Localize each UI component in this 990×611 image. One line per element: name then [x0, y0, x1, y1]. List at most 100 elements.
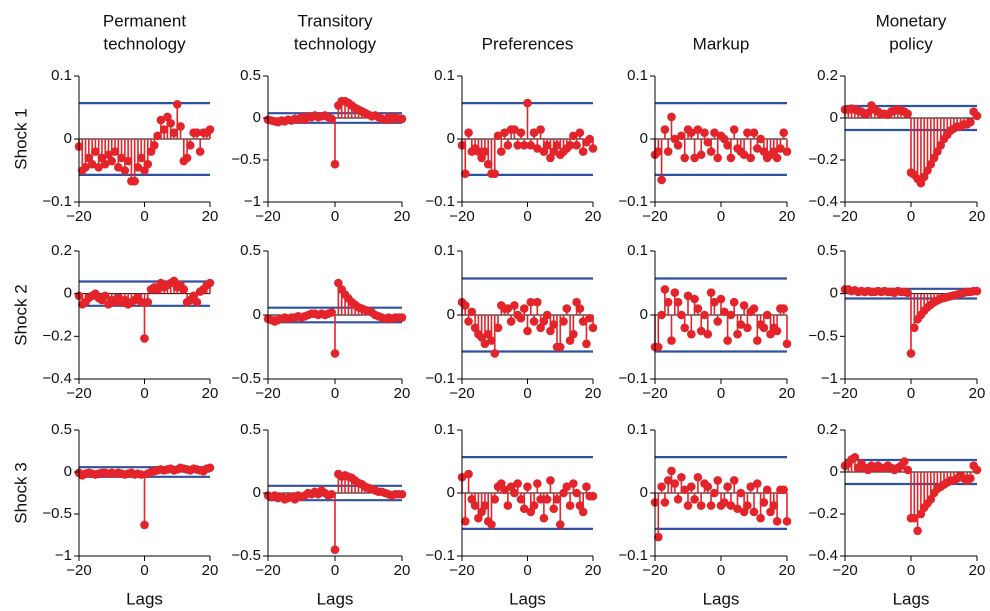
- stem-marker: [120, 166, 130, 175]
- stem-marker: [140, 520, 149, 530]
- x-tick-label: 0: [523, 562, 531, 579]
- stem-marker: [916, 509, 926, 519]
- stem-marker: [670, 134, 680, 144]
- stem-marker: [756, 134, 765, 144]
- stem-marker: [720, 134, 729, 144]
- stem-marker: [487, 520, 496, 529]
- stem-marker: [670, 288, 680, 297]
- stem-marker: [696, 326, 706, 336]
- stem-marker: [710, 128, 719, 137]
- stem-marker: [569, 329, 578, 339]
- y-tick-label: 0.2: [817, 67, 838, 84]
- x-tick-label: 0: [331, 562, 339, 579]
- stem-marker: [966, 117, 975, 127]
- stem-marker: [700, 128, 709, 137]
- y-tick-label: 0: [447, 130, 455, 147]
- stem-marker: [903, 288, 912, 298]
- stem-marker: [703, 137, 713, 147]
- stem-marker: [490, 349, 500, 358]
- stem-marker: [683, 291, 693, 301]
- stem-marker: [667, 466, 676, 476]
- y-tick-label: −1: [821, 370, 838, 387]
- stem-marker: [205, 278, 215, 288]
- stem-marker: [713, 317, 722, 326]
- y-tick-label: 0: [830, 463, 838, 480]
- y-tick-label: 0: [64, 130, 72, 147]
- stem-marker: [330, 545, 340, 554]
- stem-marker: [516, 495, 526, 504]
- x-tick-label: 0: [140, 385, 148, 402]
- stem-marker: [559, 317, 568, 326]
- panel: −1 −0.5 0 0.5 −20 0 20 Shock 3 Lags: [11, 421, 218, 609]
- stem-marker: [523, 482, 532, 492]
- stem-marker: [749, 507, 759, 517]
- x-axis-label: Lags: [317, 589, 354, 608]
- stem-marker: [782, 147, 792, 156]
- stem-marker: [578, 147, 588, 156]
- x-tick-label: −20: [642, 385, 667, 402]
- x-tick-label: −20: [642, 562, 667, 579]
- x-tick-label: 0: [140, 208, 148, 225]
- y-tick-label: 0: [447, 484, 455, 501]
- x-tick-label: 20: [202, 385, 219, 402]
- y-tick-label: 0.2: [817, 421, 838, 438]
- panel-title: Preferences: [482, 34, 574, 53]
- stem-marker: [588, 491, 598, 501]
- stem-marker: [519, 141, 529, 150]
- stem-marker: [460, 169, 470, 178]
- stem-marker: [729, 125, 739, 134]
- stem-marker: [519, 504, 529, 514]
- y-tick-label: 0.1: [627, 242, 648, 259]
- stem-marker: [526, 297, 536, 307]
- stem-marker: [536, 495, 545, 504]
- stem-marker: [910, 323, 919, 333]
- stem-marker: [753, 336, 762, 345]
- stem-marker: [555, 520, 565, 529]
- x-tick-label: −20: [642, 208, 667, 225]
- stem-marker: [782, 339, 792, 349]
- stem-marker: [726, 310, 736, 320]
- stem-marker: [677, 472, 686, 482]
- y-tick-label: −0.1: [425, 193, 455, 210]
- stem-marker: [660, 125, 670, 134]
- x-tick-label: 20: [779, 208, 796, 225]
- stem-marker: [582, 482, 591, 492]
- stem-marker: [169, 128, 179, 137]
- y-tick-label: 0: [830, 285, 838, 302]
- y-tick-label: 0.5: [240, 242, 261, 259]
- x-axis-label: Lags: [509, 589, 546, 608]
- stem-marker: [123, 156, 133, 166]
- panel: −0.1 0 0.1 −20 0 20 Lags: [425, 421, 601, 609]
- stem-marker: [100, 291, 110, 301]
- stem-marker: [769, 501, 779, 510]
- stem-marker: [723, 482, 732, 492]
- stem-marker: [766, 329, 775, 339]
- stem-marker: [657, 482, 666, 492]
- stem-marker: [513, 479, 522, 488]
- x-tick-label: 0: [523, 385, 531, 402]
- stem-marker: [327, 114, 336, 124]
- stem-marker: [746, 482, 755, 492]
- stem-marker: [769, 147, 779, 156]
- stem-marker: [192, 128, 202, 137]
- x-tick-label: 0: [140, 562, 148, 579]
- stem-marker: [706, 501, 716, 510]
- stem-marker: [533, 297, 542, 307]
- stem-marker: [327, 308, 336, 317]
- y-tick-label: 0: [640, 484, 648, 501]
- stem-marker: [900, 457, 909, 466]
- stem-marker: [107, 156, 117, 166]
- stem-marker: [916, 178, 926, 188]
- row-label: Shock 1: [11, 108, 30, 169]
- y-tick-label: 0.1: [434, 421, 455, 438]
- stem-marker: [506, 317, 516, 326]
- stem-marker: [327, 489, 336, 499]
- stem-marker: [680, 153, 689, 163]
- stem-marker: [670, 479, 680, 488]
- panel: −0.1 0 0.1 −20 0 20 Preferences: [425, 34, 601, 224]
- stem-marker: [153, 131, 162, 141]
- y-tick-label: 0: [253, 109, 261, 126]
- x-tick-label: 20: [969, 385, 986, 402]
- stem-marker: [772, 153, 782, 163]
- stem-marker: [117, 153, 126, 163]
